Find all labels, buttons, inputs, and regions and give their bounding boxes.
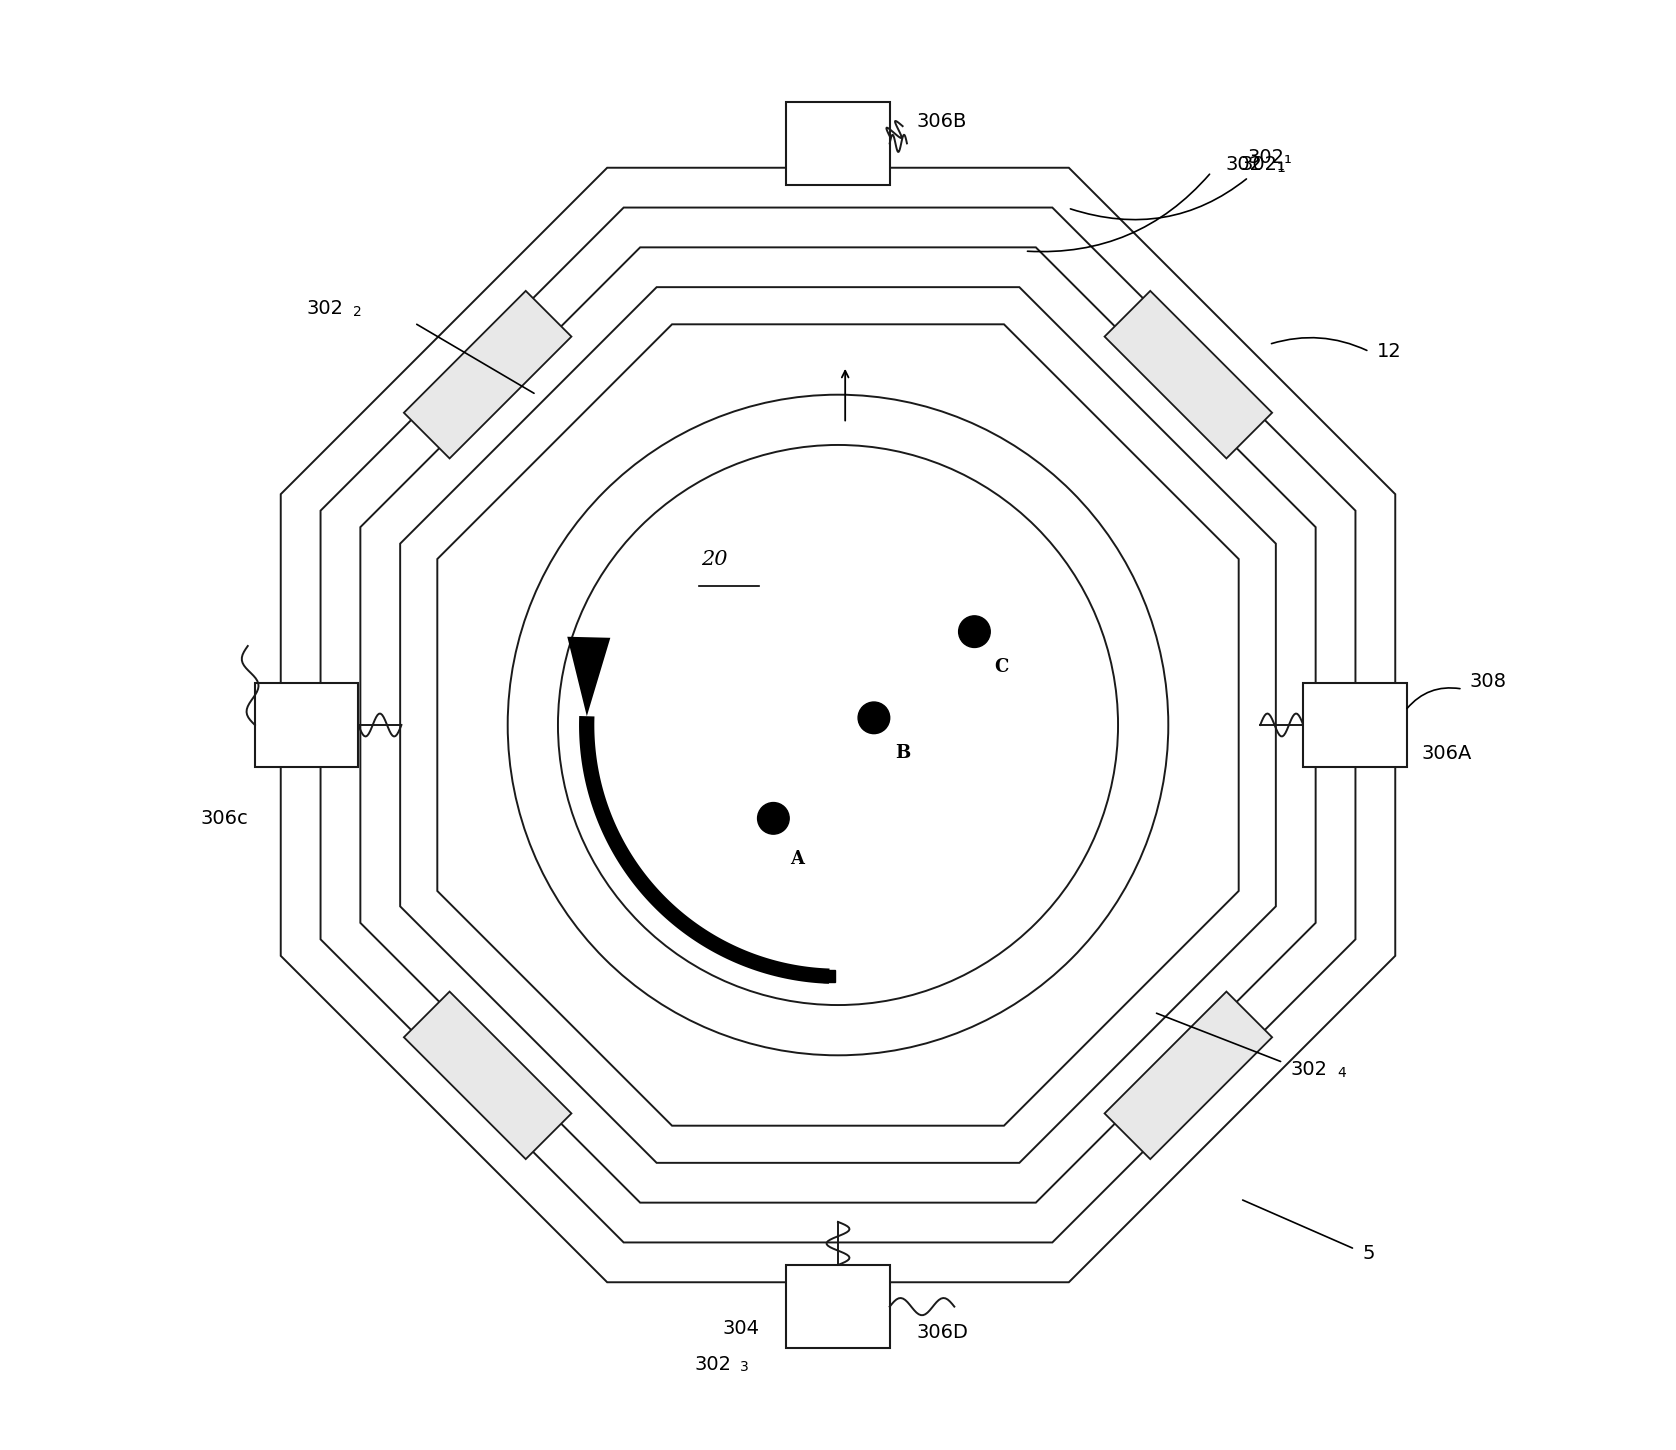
Text: 4: 4 [1337, 1066, 1346, 1080]
Circle shape [508, 394, 1168, 1056]
Polygon shape [1104, 291, 1272, 458]
Text: 20: 20 [702, 551, 727, 570]
Text: 302₁: 302₁ [1247, 148, 1292, 167]
Polygon shape [566, 637, 610, 716]
Polygon shape [1104, 992, 1272, 1159]
Text: 302: 302 [1291, 1060, 1327, 1079]
Text: 302: 302 [1225, 155, 1262, 174]
Bar [786, 1264, 890, 1349]
Text: 306c: 306c [199, 809, 248, 828]
Polygon shape [437, 325, 1239, 1125]
Polygon shape [360, 248, 1316, 1202]
Circle shape [758, 802, 789, 834]
Polygon shape [404, 291, 572, 458]
Text: 2: 2 [352, 304, 362, 319]
Circle shape [959, 616, 991, 648]
Text: 1: 1 [1275, 161, 1285, 175]
Text: 302: 302 [694, 1354, 731, 1373]
Text: C: C [994, 657, 1009, 676]
Text: 306B: 306B [917, 112, 967, 132]
Bar [1304, 683, 1406, 767]
Circle shape [558, 445, 1118, 1005]
Text: 306A: 306A [1421, 744, 1472, 763]
Polygon shape [401, 287, 1275, 1163]
Text: 304: 304 [722, 1318, 759, 1338]
Text: 306D: 306D [917, 1322, 969, 1343]
Text: A: A [791, 850, 804, 869]
Bar [255, 683, 359, 767]
Polygon shape [282, 168, 1394, 1282]
Bar [786, 102, 890, 186]
Text: 12: 12 [1376, 342, 1401, 361]
Text: 308: 308 [1470, 673, 1507, 692]
Text: 302₁: 302₁ [1071, 155, 1285, 219]
Polygon shape [320, 207, 1356, 1243]
Polygon shape [404, 992, 572, 1159]
Circle shape [858, 702, 890, 734]
Text: 3: 3 [741, 1360, 749, 1375]
Text: B: B [895, 744, 910, 761]
Text: 5: 5 [1363, 1244, 1374, 1263]
Text: 302: 302 [307, 299, 344, 318]
